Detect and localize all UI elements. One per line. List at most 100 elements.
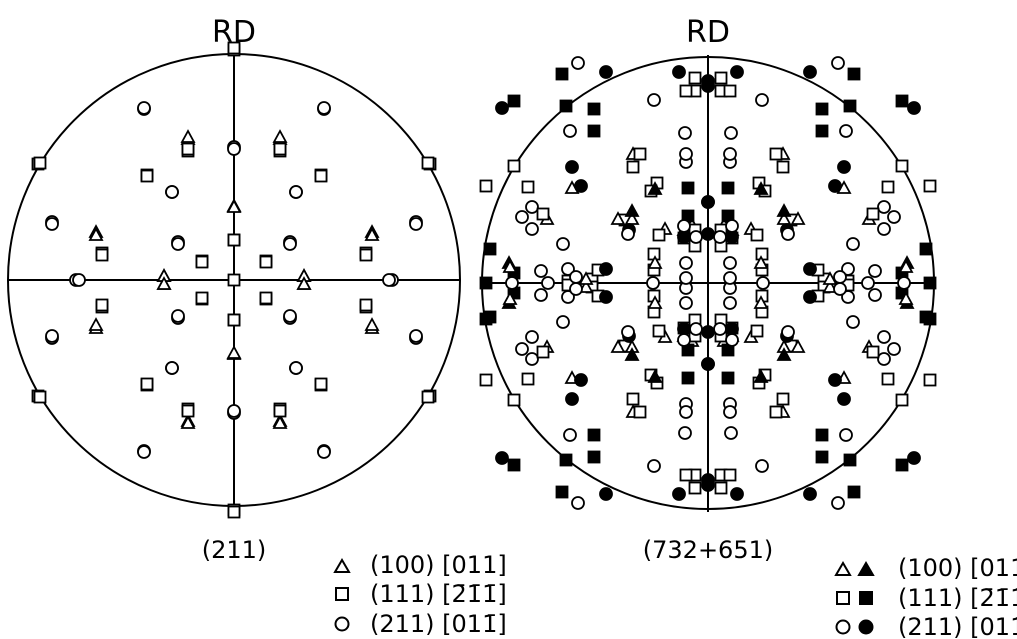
open-circle-marker xyxy=(679,296,693,310)
open-circle-marker xyxy=(868,288,882,302)
filled-square-marker xyxy=(923,312,937,326)
open-square-marker xyxy=(923,373,937,387)
open-circle-marker xyxy=(137,445,151,459)
open-circle-marker xyxy=(839,124,853,138)
open-circle-marker xyxy=(724,126,738,140)
filled-circle-marker xyxy=(730,487,744,501)
filled-triangle-marker xyxy=(647,181,663,195)
open-circle-marker xyxy=(571,56,585,70)
open-square-marker xyxy=(227,313,241,327)
open-triangle-marker xyxy=(502,291,518,305)
filled-circle-marker xyxy=(599,487,613,501)
open-circle-marker xyxy=(621,325,635,339)
open-square-marker xyxy=(714,481,728,495)
filled-circle-marker xyxy=(828,179,842,193)
open-triangle-marker xyxy=(610,211,626,225)
open-circle-marker xyxy=(868,264,882,278)
open-circle-marker xyxy=(679,271,693,285)
filled-square-marker xyxy=(507,94,521,108)
open-circle-marker xyxy=(647,459,661,473)
open-circle-marker xyxy=(165,361,179,375)
open-triangle-marker xyxy=(647,295,663,309)
open-circle-marker xyxy=(525,222,539,236)
open-square-marker xyxy=(273,142,287,156)
right-legend-label-2: (111) [2̄1̄1̄] xyxy=(898,584,1017,612)
right-caption: (732+651) xyxy=(643,536,773,564)
open-triangle-marker xyxy=(898,259,914,273)
open-triangle-marker xyxy=(822,271,838,285)
open-square-marker xyxy=(895,159,909,173)
filled-square-marker xyxy=(479,312,493,326)
open-circle-marker xyxy=(723,256,737,270)
filled-square-marker xyxy=(507,458,521,472)
open-circle-marker xyxy=(887,342,901,356)
open-circle-marker xyxy=(525,330,539,344)
open-circle-marker xyxy=(756,276,770,290)
open-circle-marker xyxy=(137,101,151,115)
left-legend-row-2: (111) [2̄1̄1̄] xyxy=(335,580,507,608)
filled-square-icon xyxy=(859,591,873,605)
open-circle-marker xyxy=(833,282,847,296)
filled-circle-marker xyxy=(803,487,817,501)
filled-square-marker xyxy=(587,450,601,464)
open-square-marker xyxy=(769,405,783,419)
filled-square-marker xyxy=(479,276,493,290)
open-triangle-marker xyxy=(364,227,380,241)
open-circle-marker xyxy=(289,185,303,199)
open-circle-marker xyxy=(677,333,691,347)
open-circle-marker xyxy=(877,352,891,366)
open-circle-icon xyxy=(334,616,350,632)
open-circle-marker xyxy=(689,230,703,244)
open-square-marker xyxy=(776,160,790,174)
open-circle-marker xyxy=(227,142,241,156)
filled-circle-marker xyxy=(565,160,579,174)
filled-triangle-marker xyxy=(776,347,792,361)
filled-square-marker xyxy=(843,453,857,467)
filled-circle-marker xyxy=(701,79,715,93)
open-square-marker xyxy=(227,41,241,55)
open-circle-marker xyxy=(678,126,692,140)
open-square-marker xyxy=(479,179,493,193)
filled-triangle-marker xyxy=(647,369,663,383)
open-square-marker xyxy=(181,142,195,156)
open-square-marker xyxy=(359,248,373,262)
open-circle-marker xyxy=(877,222,891,236)
open-square-marker xyxy=(652,228,666,242)
filled-square-marker xyxy=(721,181,735,195)
open-circle-marker xyxy=(689,322,703,336)
open-square-marker xyxy=(140,377,154,391)
filled-circle-marker xyxy=(907,101,921,115)
open-circle-marker xyxy=(283,309,297,323)
open-square-marker xyxy=(314,377,328,391)
filled-circle-marker xyxy=(837,392,851,406)
open-circle-marker xyxy=(505,276,519,290)
open-triangle-marker xyxy=(272,415,288,429)
open-circle-marker xyxy=(723,271,737,285)
open-circle-marker xyxy=(897,276,911,290)
open-square-marker xyxy=(33,156,47,170)
open-square-marker xyxy=(195,291,209,305)
filled-triangle-marker xyxy=(624,347,640,361)
filled-circle-marker xyxy=(574,373,588,387)
open-triangle-marker xyxy=(578,271,594,285)
filled-circle-marker xyxy=(565,392,579,406)
left-legend-label-2: (111) [2̄1̄1̄] xyxy=(370,580,507,608)
filled-square-marker xyxy=(559,453,573,467)
filled-triangle-marker xyxy=(753,181,769,195)
filled-square-marker xyxy=(559,99,573,113)
open-circle-marker xyxy=(571,496,585,510)
open-square-marker xyxy=(923,179,937,193)
open-square-marker xyxy=(679,84,693,98)
open-triangle-marker xyxy=(88,317,104,331)
open-circle-marker xyxy=(317,445,331,459)
right-legend-label-3: (211) [011̄] xyxy=(898,613,1017,639)
open-circle-marker xyxy=(569,282,583,296)
open-circle-marker xyxy=(755,459,769,473)
open-square-marker xyxy=(421,156,435,170)
filled-circle-marker xyxy=(701,325,715,339)
open-square-marker xyxy=(750,324,764,338)
open-circle-marker xyxy=(677,219,691,233)
open-circle-marker xyxy=(563,124,577,138)
open-square-marker xyxy=(507,393,521,407)
open-square-marker xyxy=(776,392,790,406)
